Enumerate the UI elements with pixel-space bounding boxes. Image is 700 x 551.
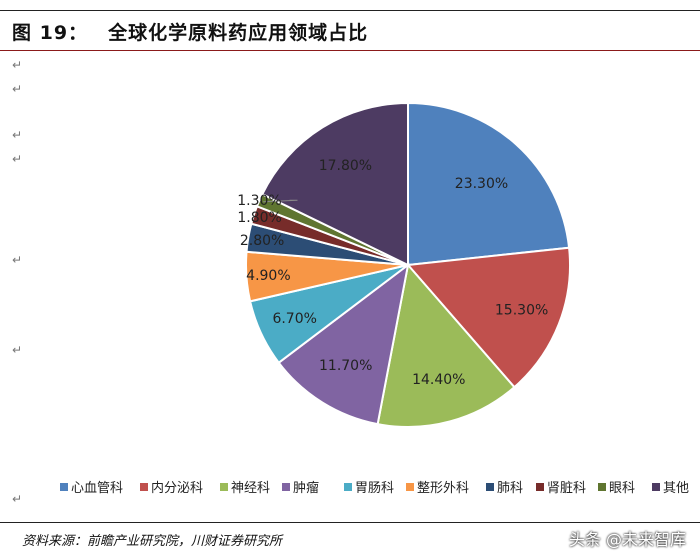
- data-label: 15.30%: [495, 303, 548, 319]
- pie-slice: [277, 262, 410, 426]
- legend-swatch: [406, 483, 414, 491]
- legend-label: 胃肠科: [355, 481, 394, 496]
- legend-label: 整形外科: [417, 481, 469, 496]
- legend-label: 肾脏科: [547, 481, 586, 496]
- paragraph-mark: ↵: [12, 152, 23, 166]
- source-note: 资料来源：前瞻产业研究院，川财证券研究所: [22, 534, 283, 549]
- legend-label: 其他: [663, 481, 689, 496]
- paragraph-mark: ↵: [12, 82, 23, 96]
- data-label: 23.30%: [455, 176, 508, 192]
- legend-label: 肿瘤: [293, 480, 319, 496]
- paragraph-mark: ↵: [12, 492, 23, 506]
- legend-swatch: [486, 483, 494, 491]
- legend-label: 神经科: [231, 481, 270, 496]
- data-label: 2.80%: [240, 233, 284, 249]
- figure-label: 图 19：: [12, 22, 89, 44]
- legend-label: 眼科: [609, 481, 635, 496]
- header-rule: [0, 50, 700, 51]
- legend-swatch: [344, 483, 352, 491]
- legend-swatch: [536, 483, 544, 491]
- data-label: 4.90%: [246, 268, 290, 284]
- paragraph-mark: ↵: [12, 253, 23, 267]
- pie-slice: [407, 101, 571, 267]
- legend-label: 内分泌科: [151, 480, 203, 496]
- legend-swatch: [282, 483, 290, 491]
- paragraph-mark: ↵: [12, 58, 23, 72]
- legend-swatch: [140, 483, 148, 491]
- leader-line: [263, 199, 298, 203]
- legend-swatch: [598, 483, 606, 491]
- legend-swatch: [652, 483, 660, 491]
- pie-slice: [376, 262, 516, 428]
- data-label: 1.80%: [237, 210, 281, 226]
- data-label: 14.40%: [412, 372, 465, 388]
- legend-label: 肺科: [497, 481, 523, 496]
- figure-title: 图 19： 全球化学原料药应用领域占比: [12, 18, 368, 45]
- watermark: 头条 @未来智库: [568, 530, 686, 549]
- legend-label: 心血管科: [71, 481, 123, 496]
- footer-rule: [0, 522, 700, 523]
- figure-title-text: 全球化学原料药应用领域占比: [108, 22, 369, 44]
- data-label: 1.30%: [237, 193, 281, 209]
- paragraph-mark: ↵: [12, 128, 23, 142]
- pie-slice: [405, 246, 571, 389]
- paragraph-mark: ↵: [12, 343, 23, 357]
- top-rule: [0, 10, 700, 11]
- data-label: 6.70%: [272, 311, 316, 327]
- data-label: 17.80%: [319, 158, 372, 174]
- pie-slice: [260, 101, 409, 267]
- figure-header: 图 19： 全球化学原料药应用领域占比: [0, 0, 700, 51]
- legend-swatch: [220, 483, 228, 491]
- legend-swatch: [60, 483, 68, 491]
- data-label: 11.70%: [319, 358, 372, 374]
